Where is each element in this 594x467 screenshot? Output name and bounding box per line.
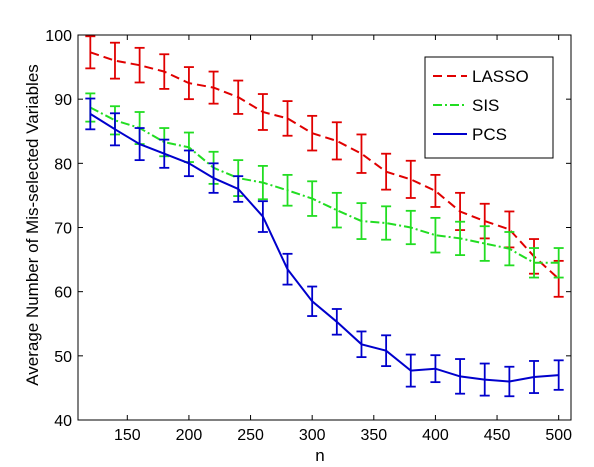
error-bar-pcs — [134, 127, 145, 162]
error-bar-pcs — [307, 285, 318, 317]
error-bar-sis — [257, 164, 268, 201]
error-bar-pcs — [257, 200, 268, 233]
error-bar-lasso — [233, 79, 244, 115]
error-bar-sis — [405, 209, 416, 246]
error-bar-sis — [553, 247, 564, 279]
error-bar-lasso — [331, 121, 342, 161]
error-bar-lasso — [356, 133, 367, 174]
error-bar-sis — [356, 202, 367, 240]
series-line-pcs — [89, 113, 559, 383]
y-tick-label: 100 — [45, 28, 72, 45]
error-bar-lasso — [109, 41, 120, 80]
series-line-sis — [89, 106, 559, 264]
error-bar-pcs — [504, 365, 515, 398]
error-bar-pcs — [529, 360, 540, 394]
legend-label-sis: SIS — [472, 96, 499, 115]
x-axis-label: n — [315, 446, 324, 465]
x-tick-label: 500 — [545, 427, 572, 444]
error-bar-pcs — [85, 97, 96, 131]
x-tick-label: 250 — [237, 427, 264, 444]
error-bar-lasso — [307, 114, 318, 152]
error-bar-lasso — [85, 35, 96, 70]
legend-box — [424, 56, 554, 159]
error-bar-pcs — [381, 334, 392, 368]
error-bar-sis — [331, 191, 342, 229]
error-bar-sis — [430, 216, 441, 254]
x-tick-label: 300 — [299, 427, 326, 444]
legend-label-pcs: PCS — [472, 125, 507, 144]
error-bar-pcs — [208, 162, 219, 194]
error-bar-lasso — [208, 70, 219, 105]
series-pcs — [85, 97, 564, 398]
y-tick-label: 50 — [54, 349, 72, 366]
error-bar-lasso — [257, 93, 268, 131]
error-bar-pcs — [356, 330, 367, 359]
error-bar-pcs — [233, 175, 244, 203]
x-tick-label: 150 — [114, 427, 141, 444]
error-bar-lasso — [134, 46, 145, 84]
error-bar-pcs — [282, 252, 293, 286]
x-tick-label: 400 — [422, 427, 449, 444]
error-bar-pcs — [455, 358, 466, 395]
error-bar-lasso — [381, 152, 392, 191]
error-bar-sis — [479, 225, 490, 262]
error-bar-sis — [282, 173, 293, 207]
y-tick-label: 60 — [54, 285, 72, 302]
error-bar-sis — [381, 205, 392, 241]
error-bar-lasso — [183, 66, 194, 101]
error-bar-lasso — [405, 159, 416, 199]
x-tick-label: 200 — [176, 427, 203, 444]
y-tick-label: 40 — [54, 413, 72, 430]
error-bar-lasso — [430, 173, 441, 208]
error-bar-pcs — [183, 149, 194, 178]
error-bar-sis — [504, 231, 515, 267]
error-bar-pcs — [430, 354, 441, 384]
x-tick-label: 450 — [484, 427, 511, 444]
error-bar-pcs — [331, 308, 342, 336]
y-tick-label: 70 — [54, 221, 72, 238]
error-bar-lasso — [282, 100, 293, 137]
error-bar-sis — [455, 220, 466, 256]
error-bar-lasso — [159, 53, 170, 90]
error-bar-pcs — [109, 112, 120, 147]
y-axis-label: Average Number of Mis-selected Variables — [23, 64, 42, 386]
error-bar-pcs — [159, 138, 170, 169]
error-bar-sis — [307, 180, 318, 217]
error-bar-pcs — [553, 359, 564, 391]
legend-label-lasso: LASSO — [472, 67, 529, 86]
x-tick-label: 350 — [360, 427, 387, 444]
error-bar-pcs — [405, 353, 416, 388]
y-tick-label: 80 — [54, 156, 72, 173]
error-bar-pcs — [479, 362, 490, 397]
error-bar-sis — [529, 247, 540, 279]
y-tick-label: 90 — [54, 92, 72, 109]
